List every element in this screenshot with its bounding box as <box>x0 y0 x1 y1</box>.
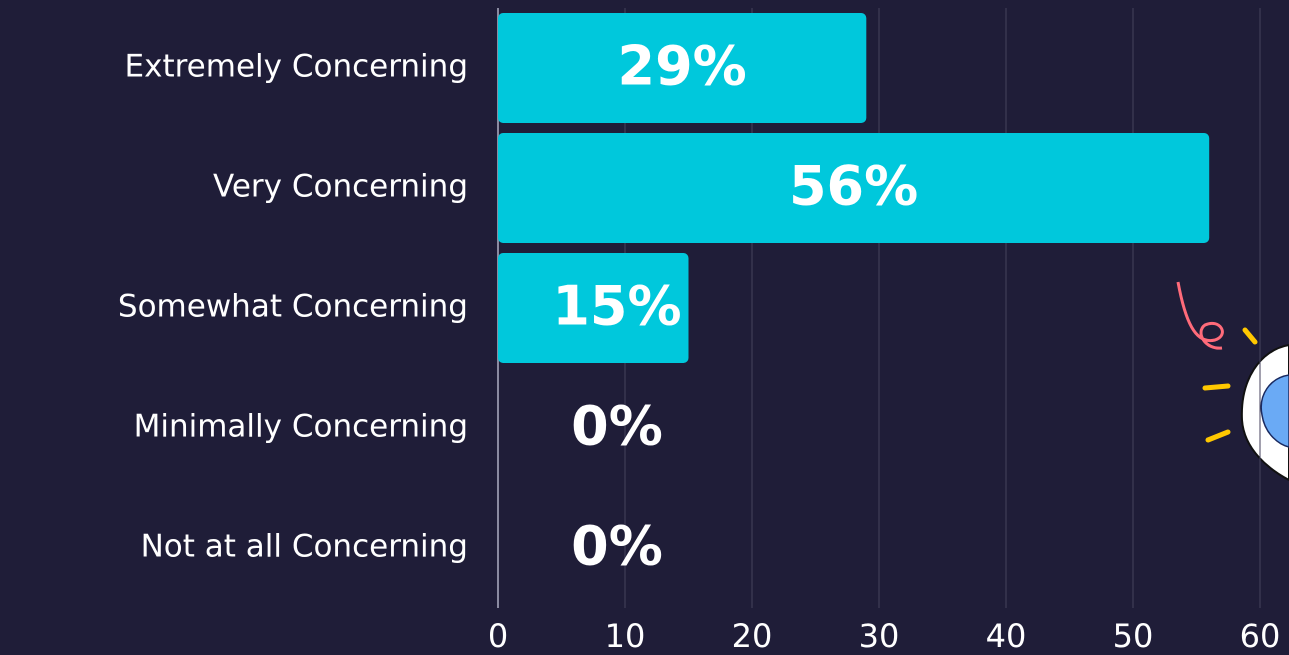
x-tick-label: 60 <box>1240 617 1281 655</box>
bar <box>498 253 689 363</box>
y-tick-label: Very Concerning <box>213 169 468 205</box>
data-label: 56% <box>789 155 918 218</box>
x-tick-label: 20 <box>732 617 773 655</box>
y-tick-label: Not at all Concerning <box>141 529 468 565</box>
x-tick-label: 40 <box>986 617 1027 655</box>
decoration <box>1176 281 1289 482</box>
x-tick-label: 50 <box>1113 617 1154 655</box>
bar <box>498 13 867 123</box>
y-tick-label: Extremely Concerning <box>125 49 468 85</box>
bar <box>498 133 1210 243</box>
data-label: 29% <box>618 35 747 98</box>
data-label: 0% <box>571 515 663 578</box>
y-tick-label: Minimally Concerning <box>134 409 468 445</box>
x-tick-label: 30 <box>859 617 900 655</box>
data-label: 0% <box>571 395 663 458</box>
x-tick-label: 0 <box>488 617 508 655</box>
x-tick-label: 10 <box>605 617 646 655</box>
data-label: 15% <box>552 275 681 338</box>
y-tick-label: Somewhat Concerning <box>118 289 468 325</box>
